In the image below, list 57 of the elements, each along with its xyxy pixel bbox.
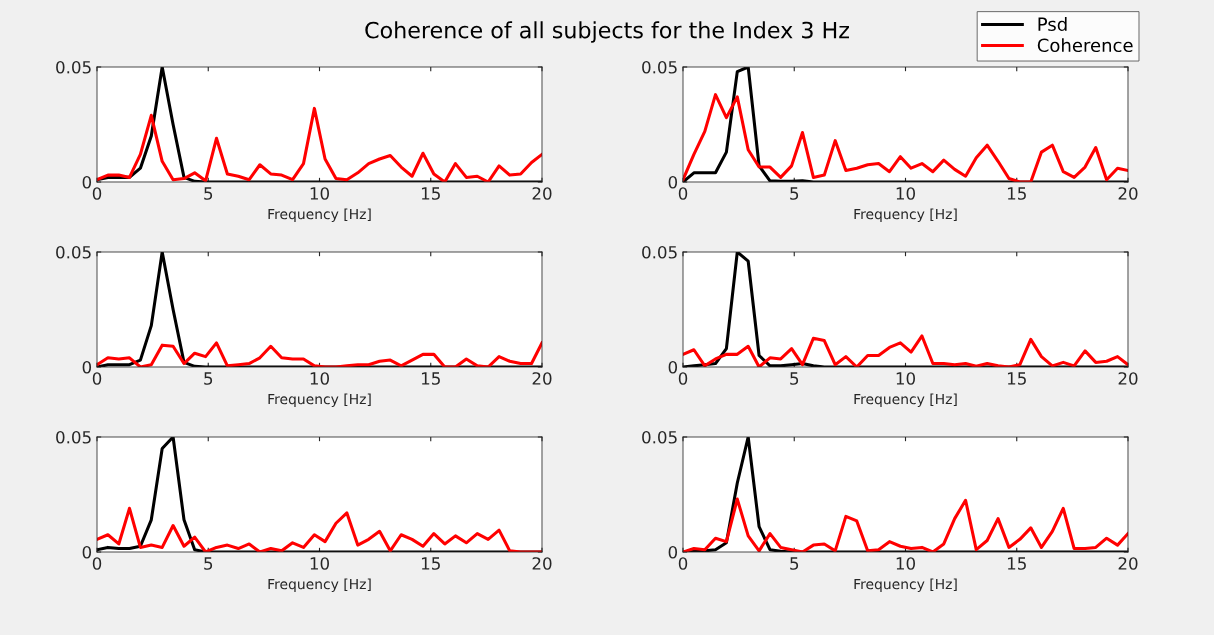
x-tick-label: 10 [896, 187, 915, 200]
x-tick-label: 10 [310, 187, 329, 200]
x-tick-label: 5 [204, 372, 213, 385]
legend-label: Psd [1038, 17, 1067, 32]
y-tick-label: 0.05 [642, 430, 677, 444]
x-tick-label: 10 [310, 557, 329, 570]
y-tick-label: 0.05 [642, 245, 677, 259]
x-axis-title: Frequency [Hz] [268, 393, 371, 407]
y-tick-label: 0 [82, 545, 92, 559]
x-tick-label: 20 [1118, 187, 1138, 200]
x-tick-label: 20 [1118, 372, 1138, 385]
x-axis-title: Frequency [Hz] [854, 393, 957, 407]
x-tick-label: 0 [92, 372, 102, 385]
y-tick-label: 0 [82, 360, 92, 374]
x-tick-label: 10 [896, 557, 915, 570]
x-axis-title: Frequency [Hz] [268, 208, 371, 222]
x-axis-title: Frequency [Hz] [268, 578, 371, 592]
x-tick-label: 15 [421, 372, 440, 385]
line-series [683, 437, 1128, 552]
x-tick-label: 0 [92, 187, 102, 200]
line-series [97, 67, 542, 182]
x-tick-label: 5 [790, 557, 799, 570]
y-tick-label: 0 [668, 545, 678, 559]
x-tick-label: 20 [532, 187, 552, 200]
y-tick-label: 0.05 [56, 60, 91, 74]
x-tick-label: 20 [532, 372, 552, 385]
y-tick-label: 0 [668, 360, 678, 374]
x-tick-label: 15 [421, 187, 440, 200]
x-tick-label: 5 [204, 557, 213, 570]
x-tick-label: 15 [1007, 372, 1026, 385]
y-tick-label: 0 [668, 175, 678, 189]
x-tick-label: 0 [92, 557, 102, 570]
y-tick-label: 0 [82, 175, 92, 189]
x-tick-label: 15 [1007, 187, 1026, 200]
x-tick-label: 0 [678, 557, 688, 570]
x-axis-title: Frequency [Hz] [854, 578, 957, 592]
y-tick-label: 0.05 [642, 60, 677, 74]
y-tick-label: 0.05 [56, 245, 91, 259]
x-tick-label: 0 [678, 372, 688, 385]
x-tick-label: 5 [204, 187, 213, 200]
line-series [97, 437, 542, 552]
x-tick-label: 5 [790, 187, 799, 200]
x-tick-label: 15 [421, 557, 440, 570]
x-tick-label: 20 [1118, 557, 1138, 570]
legend-label: Coherence [1037, 38, 1133, 53]
x-tick-label: 20 [532, 557, 552, 570]
x-tick-label: 10 [310, 372, 329, 385]
x-axis-title: Frequency [Hz] [854, 208, 957, 222]
text: Coherence of all subjects for the Index 3 Hz [365, 21, 849, 43]
y-tick-label: 0.05 [56, 430, 91, 444]
x-tick-label: 0 [678, 187, 688, 200]
line-series [683, 252, 1128, 367]
x-tick-label: 15 [1007, 557, 1026, 570]
x-tick-label: 10 [896, 372, 915, 385]
line-series [97, 252, 542, 367]
x-tick-label: 5 [790, 372, 799, 385]
line-series [683, 67, 1128, 182]
